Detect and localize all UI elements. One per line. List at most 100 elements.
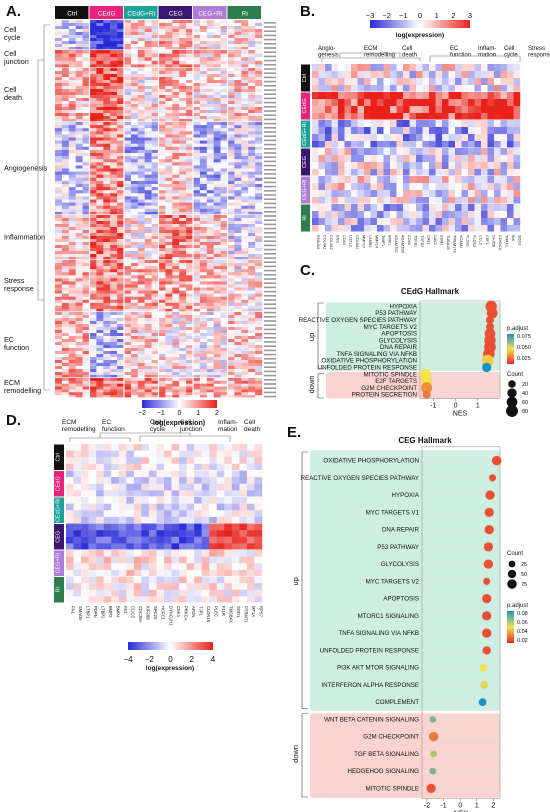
- heat-cell: [248, 293, 256, 297]
- heat-cell: [130, 315, 138, 319]
- heat-cell: [186, 457, 195, 465]
- heat-cell: [144, 369, 152, 373]
- heat-cell: [206, 392, 214, 396]
- heat-cell: [241, 336, 249, 340]
- heat-cell: [234, 312, 242, 316]
- heat-cell: [234, 89, 242, 93]
- heat-cell: [172, 180, 180, 185]
- heat-cell: [144, 80, 152, 84]
- heat-cell: [507, 99, 514, 107]
- heat-cell: [103, 53, 111, 58]
- heat-cell: [151, 230, 159, 234]
- heat-cell: [158, 318, 166, 322]
- heat-cell: [403, 197, 410, 205]
- heat-cell: [396, 92, 404, 100]
- heat-cell: [179, 392, 187, 396]
- heat-cell: [494, 162, 501, 170]
- heat-cell: [61, 146, 69, 151]
- heat-cell: [137, 196, 145, 200]
- heat-cell: [126, 490, 135, 498]
- heat-cell: [461, 155, 469, 163]
- heat-cell: [500, 120, 508, 128]
- heat-cell: [130, 116, 138, 120]
- heat-cell: [318, 148, 326, 156]
- heat-cell: [255, 184, 263, 188]
- heat-cell: [227, 287, 235, 291]
- heat-cell: [364, 204, 371, 212]
- heat-cell: [137, 321, 145, 325]
- heat-cell: [55, 128, 63, 132]
- heat-cell: [110, 315, 118, 319]
- heat-cell: [213, 41, 221, 45]
- heat-cell: [227, 369, 235, 373]
- heat-cell: [186, 392, 194, 396]
- heat-cell: [61, 202, 69, 206]
- heat-cell: [137, 184, 145, 188]
- heat-cell: [227, 378, 235, 382]
- heat-cell: [213, 50, 221, 54]
- heat-cell: [89, 333, 97, 337]
- heat-cell: [130, 60, 138, 65]
- heat-cell: [172, 122, 180, 126]
- heat-cell: [351, 85, 358, 93]
- heat-cell: [96, 77, 104, 81]
- heat-cell: [241, 32, 249, 36]
- gene-label: ADAMTS9: [400, 235, 404, 253]
- heat-cell: [55, 153, 63, 157]
- heat-cell: [500, 169, 508, 177]
- heat-cell: [89, 193, 97, 197]
- heat-cell: [126, 483, 135, 491]
- heat-cell: [246, 450, 255, 458]
- heat-cell: [141, 457, 150, 465]
- heat-cell: [75, 95, 83, 99]
- heat-cell: [117, 380, 125, 384]
- heat-cell: [126, 477, 135, 484]
- heat-cell: [165, 269, 173, 273]
- heat-cell: [55, 383, 63, 387]
- heat-cell: [429, 78, 436, 86]
- heat-cell: [422, 113, 430, 121]
- heat-cell: [165, 260, 173, 264]
- heat-cell: [206, 174, 214, 178]
- heat-cell: [206, 44, 214, 48]
- heat-cell: [110, 366, 118, 370]
- heat-cell: [481, 141, 488, 149]
- heat-cell: [110, 380, 118, 384]
- heat-cell: [338, 120, 345, 128]
- heat-cell: [383, 162, 391, 170]
- heat-cell: [201, 483, 210, 491]
- gene-label-mark: [264, 80, 276, 83]
- heat-cell: [68, 83, 76, 87]
- heat-cell: [124, 140, 132, 144]
- heat-cell: [390, 78, 397, 86]
- heat-cell: [331, 225, 339, 233]
- heat-cell: [255, 86, 263, 90]
- heat-cell: [124, 330, 132, 334]
- heat-cell: [248, 386, 256, 390]
- heat-cell: [130, 83, 138, 87]
- heat-cell: [213, 57, 221, 61]
- heat-cell: [351, 99, 358, 107]
- heat-cell: [130, 375, 138, 379]
- heat-cell: [144, 168, 152, 172]
- heat-cell: [234, 296, 242, 300]
- heat-cell: [213, 95, 221, 99]
- heat-cell: [117, 287, 125, 291]
- heat-cell: [151, 23, 159, 27]
- row-label-box: [301, 120, 310, 148]
- heat-cell: [429, 225, 436, 233]
- heat-cell: [429, 204, 436, 212]
- heat-cell: [248, 140, 256, 144]
- padj-tick: 0.025: [517, 356, 531, 362]
- heat-cell: [124, 74, 132, 78]
- heat-cell: [117, 187, 125, 191]
- heat-cell: [137, 266, 145, 270]
- heat-cell: [165, 257, 173, 261]
- heat-cell: [82, 296, 90, 300]
- heat-cell: [158, 315, 166, 319]
- heat-cell: [248, 345, 256, 349]
- heat-cell: [82, 251, 90, 255]
- heat-cell: [179, 450, 187, 458]
- heat-cell: [396, 211, 404, 219]
- heat-cell: [255, 134, 263, 138]
